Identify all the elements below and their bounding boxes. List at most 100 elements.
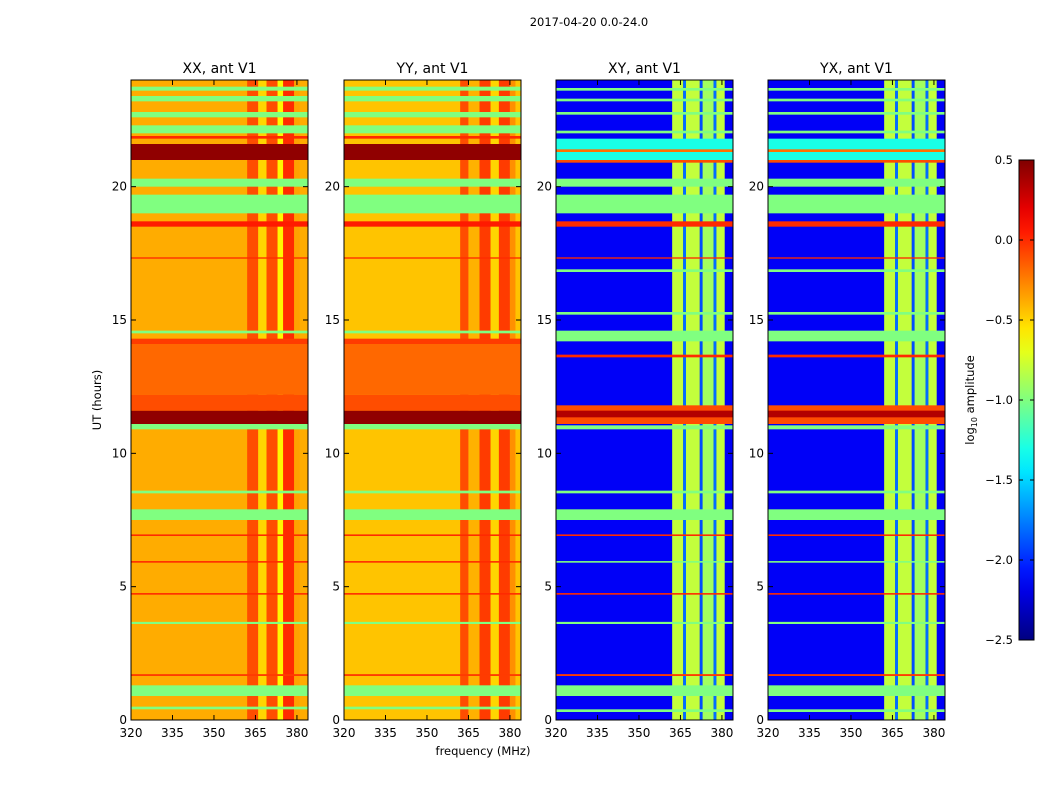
heatmap-time-stripe <box>131 221 308 227</box>
x-tick-label: 335 <box>798 726 821 740</box>
y-tick-label: 15 <box>112 313 127 327</box>
y-tick-label: 0 <box>332 713 340 727</box>
heatmap-time-stripe <box>556 621 733 624</box>
y-tick-label: 10 <box>537 446 552 460</box>
heatmap-time-stripe <box>131 534 308 536</box>
heatmap-time-stripe <box>556 685 733 696</box>
heatmap-time-stripe <box>768 257 945 259</box>
heatmap-time-stripe <box>768 425 945 430</box>
heatmap-time-stripe <box>768 98 945 102</box>
heatmap-time-stripe <box>344 424 521 430</box>
heatmap-time-stripe <box>768 221 945 227</box>
heatmap-time-stripe <box>768 178 945 187</box>
y-axis-label: UT (hours) <box>90 370 104 430</box>
heatmap-time-stripe <box>131 96 308 102</box>
heatmap-time-stripe <box>556 149 733 152</box>
heatmap-time-stripe <box>556 674 733 676</box>
heatmap-time-stripe <box>768 149 945 152</box>
colorbar-tick-label: 0.5 <box>995 153 1013 167</box>
heatmap-frequency-band <box>713 80 717 720</box>
heatmap-time-stripe <box>768 330 945 342</box>
heatmap-frequency-band <box>702 80 714 720</box>
heatmap-time-stripe <box>131 621 308 624</box>
heatmap-time-stripe <box>768 194 945 214</box>
panel-frame <box>130 79 309 721</box>
heatmap-time-stripe <box>556 509 733 520</box>
heatmap-time-stripe <box>768 621 945 624</box>
panel-frame <box>767 79 946 721</box>
heatmap-time-stripe <box>131 344 308 395</box>
heatmap-time-stripe <box>131 257 308 259</box>
heatmap-time-stripe <box>556 354 733 358</box>
heatmap-time-stripe <box>556 593 733 595</box>
colorbar-tick-label: −1.5 <box>985 473 1013 487</box>
heatmap-frequency-band <box>925 80 929 720</box>
x-tick-label: 365 <box>669 726 692 740</box>
heatmap-time-stripe <box>131 125 308 134</box>
colorbar-tick-label: −1.0 <box>985 393 1013 407</box>
heatmap-time-stripe <box>131 178 308 187</box>
heatmap-time-stripe <box>556 561 733 563</box>
y-tick-label: 0 <box>544 713 552 727</box>
heatmap-time-stripe <box>768 674 945 676</box>
heatmap-time-stripe <box>768 490 945 494</box>
heatmap-time-stripe <box>556 269 733 272</box>
y-tick-label: 15 <box>325 313 340 327</box>
heatmap-time-stripe <box>768 88 945 91</box>
heatmap-time-stripe <box>131 194 308 214</box>
heatmap-time-stripe <box>556 178 733 187</box>
y-tick-label: 15 <box>749 313 764 327</box>
panel-frame <box>343 79 522 721</box>
heatmap-time-stripe <box>768 561 945 563</box>
heatmap-time-stripe <box>768 509 945 520</box>
heatmap-time-stripe <box>344 509 521 520</box>
y-tick-label: 20 <box>749 180 764 194</box>
panel-yy: YY, ant V1 320 335 350 365 380 0 5 10 15 20 <box>325 61 522 740</box>
x-tick-label: 320 <box>333 726 356 740</box>
heatmap-time-stripe <box>556 98 733 102</box>
heatmap-time-stripe <box>344 178 521 187</box>
colorbar-tick-label: −2.5 <box>985 633 1013 647</box>
heatmap-time-stripe <box>344 144 521 160</box>
heatmap-time-stripe <box>344 257 521 259</box>
heatmap-time-stripe <box>131 593 308 595</box>
heatmap-frequency-band <box>672 80 684 720</box>
x-tick-label: 380 <box>285 726 308 740</box>
heatmap-time-stripe <box>556 410 733 418</box>
heatmap-time-stripe <box>344 136 521 139</box>
heatmap-frequency-band <box>914 80 926 720</box>
heatmap-time-stripe <box>131 394 308 411</box>
heatmap-frequency-band <box>911 80 915 720</box>
heatmap-time-stripe <box>344 706 521 710</box>
heatmap-time-stripe <box>768 312 945 315</box>
colorbar: log10 amplitude −2.5 −2.0 −1.5 −1.0 −0.5 0.0 0… <box>963 153 1035 647</box>
heatmap-time-stripe <box>344 112 521 118</box>
heatmap-time-stripe <box>768 112 945 115</box>
heatmap-frequency-band <box>683 80 686 720</box>
y-tick-label: 20 <box>112 180 127 194</box>
y-tick-label: 5 <box>119 580 127 594</box>
heatmap-time-stripe <box>131 330 308 334</box>
x-tick-label: 320 <box>545 726 568 740</box>
colorbar-tick-label: −2.0 <box>985 553 1013 567</box>
heatmap-time-stripe <box>131 674 308 676</box>
panel-title: YX, ant V1 <box>819 61 893 77</box>
panel-title: XX, ant V1 <box>183 61 257 77</box>
y-tick-label: 10 <box>325 446 340 460</box>
panel-xx: XX, ant V1 320 335 350 365 380 0 5 10 15 20 <box>112 61 309 740</box>
heatmap-time-stripe <box>131 136 308 139</box>
heatmap-frequency-band <box>699 80 703 720</box>
heatmap-time-stripe <box>556 88 733 91</box>
heatmap-time-stripe <box>768 534 945 536</box>
heatmap-frequency-band <box>928 80 937 720</box>
heatmap-time-stripe <box>344 410 521 424</box>
heatmap-time-stripe <box>131 424 308 430</box>
heatmap-time-stripe <box>344 344 521 395</box>
heatmap-time-stripe <box>344 194 521 214</box>
heatmap-time-stripe <box>131 706 308 710</box>
heatmap-time-stripe <box>556 330 733 342</box>
heatmap-time-stripe <box>344 338 521 344</box>
heatmap-time-stripe <box>556 534 733 536</box>
x-tick-label: 320 <box>757 726 780 740</box>
